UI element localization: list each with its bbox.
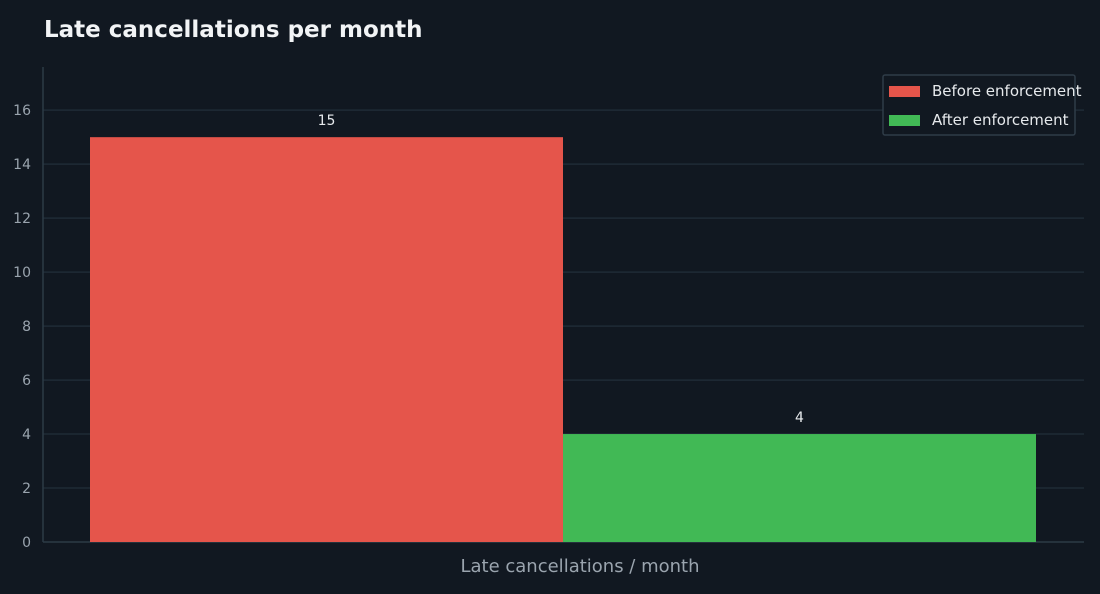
y-tick-label: 2 <box>22 481 31 497</box>
y-tick-label: 14 <box>13 157 31 173</box>
legend-box <box>882 74 1076 136</box>
x-axis-label: Late cancellations / month <box>460 556 699 577</box>
legend-label: Before enforcement <box>932 82 1082 100</box>
y-tick-label: 0 <box>22 535 31 551</box>
chart-title: Late cancellations per month <box>44 17 423 43</box>
bar-after-enforcement <box>563 434 1036 542</box>
legend-label: After enforcement <box>932 111 1069 129</box>
y-tick-label: 12 <box>13 211 31 227</box>
data-label: 15 <box>318 113 336 129</box>
y-tick-label: 16 <box>13 103 31 119</box>
data-label: 4 <box>795 410 804 426</box>
bar-before-enforcement <box>90 137 563 542</box>
y-tick-label: 4 <box>22 427 31 443</box>
legend-swatch <box>889 86 920 97</box>
y-tick-label: 10 <box>13 265 31 281</box>
y-tick-label: 8 <box>22 319 31 335</box>
legend-swatch <box>889 115 920 126</box>
y-tick-label: 6 <box>22 373 31 389</box>
